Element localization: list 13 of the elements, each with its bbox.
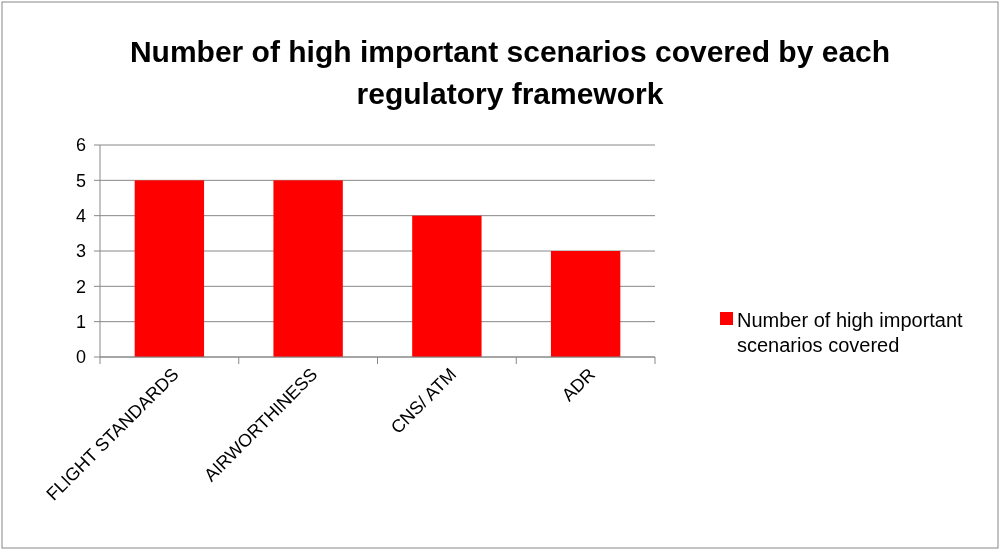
bar	[412, 215, 482, 357]
y-tick-label: 3	[75, 241, 86, 262]
chart-title: Number of high important scenarios covered by each regulatory framework	[129, 35, 891, 110]
bar	[134, 180, 205, 357]
y-tick-label: 2	[75, 276, 86, 297]
legend-label: Number of high important scenarios covered	[737, 309, 964, 356]
bar	[273, 180, 343, 357]
y-tick-label: 5	[75, 170, 86, 191]
y-tick-label: 4	[75, 205, 86, 226]
y-tick-label: 0	[75, 347, 86, 368]
bar	[550, 251, 621, 357]
y-tick-label: 1	[75, 311, 86, 332]
y-tick-label: 6	[75, 135, 86, 156]
